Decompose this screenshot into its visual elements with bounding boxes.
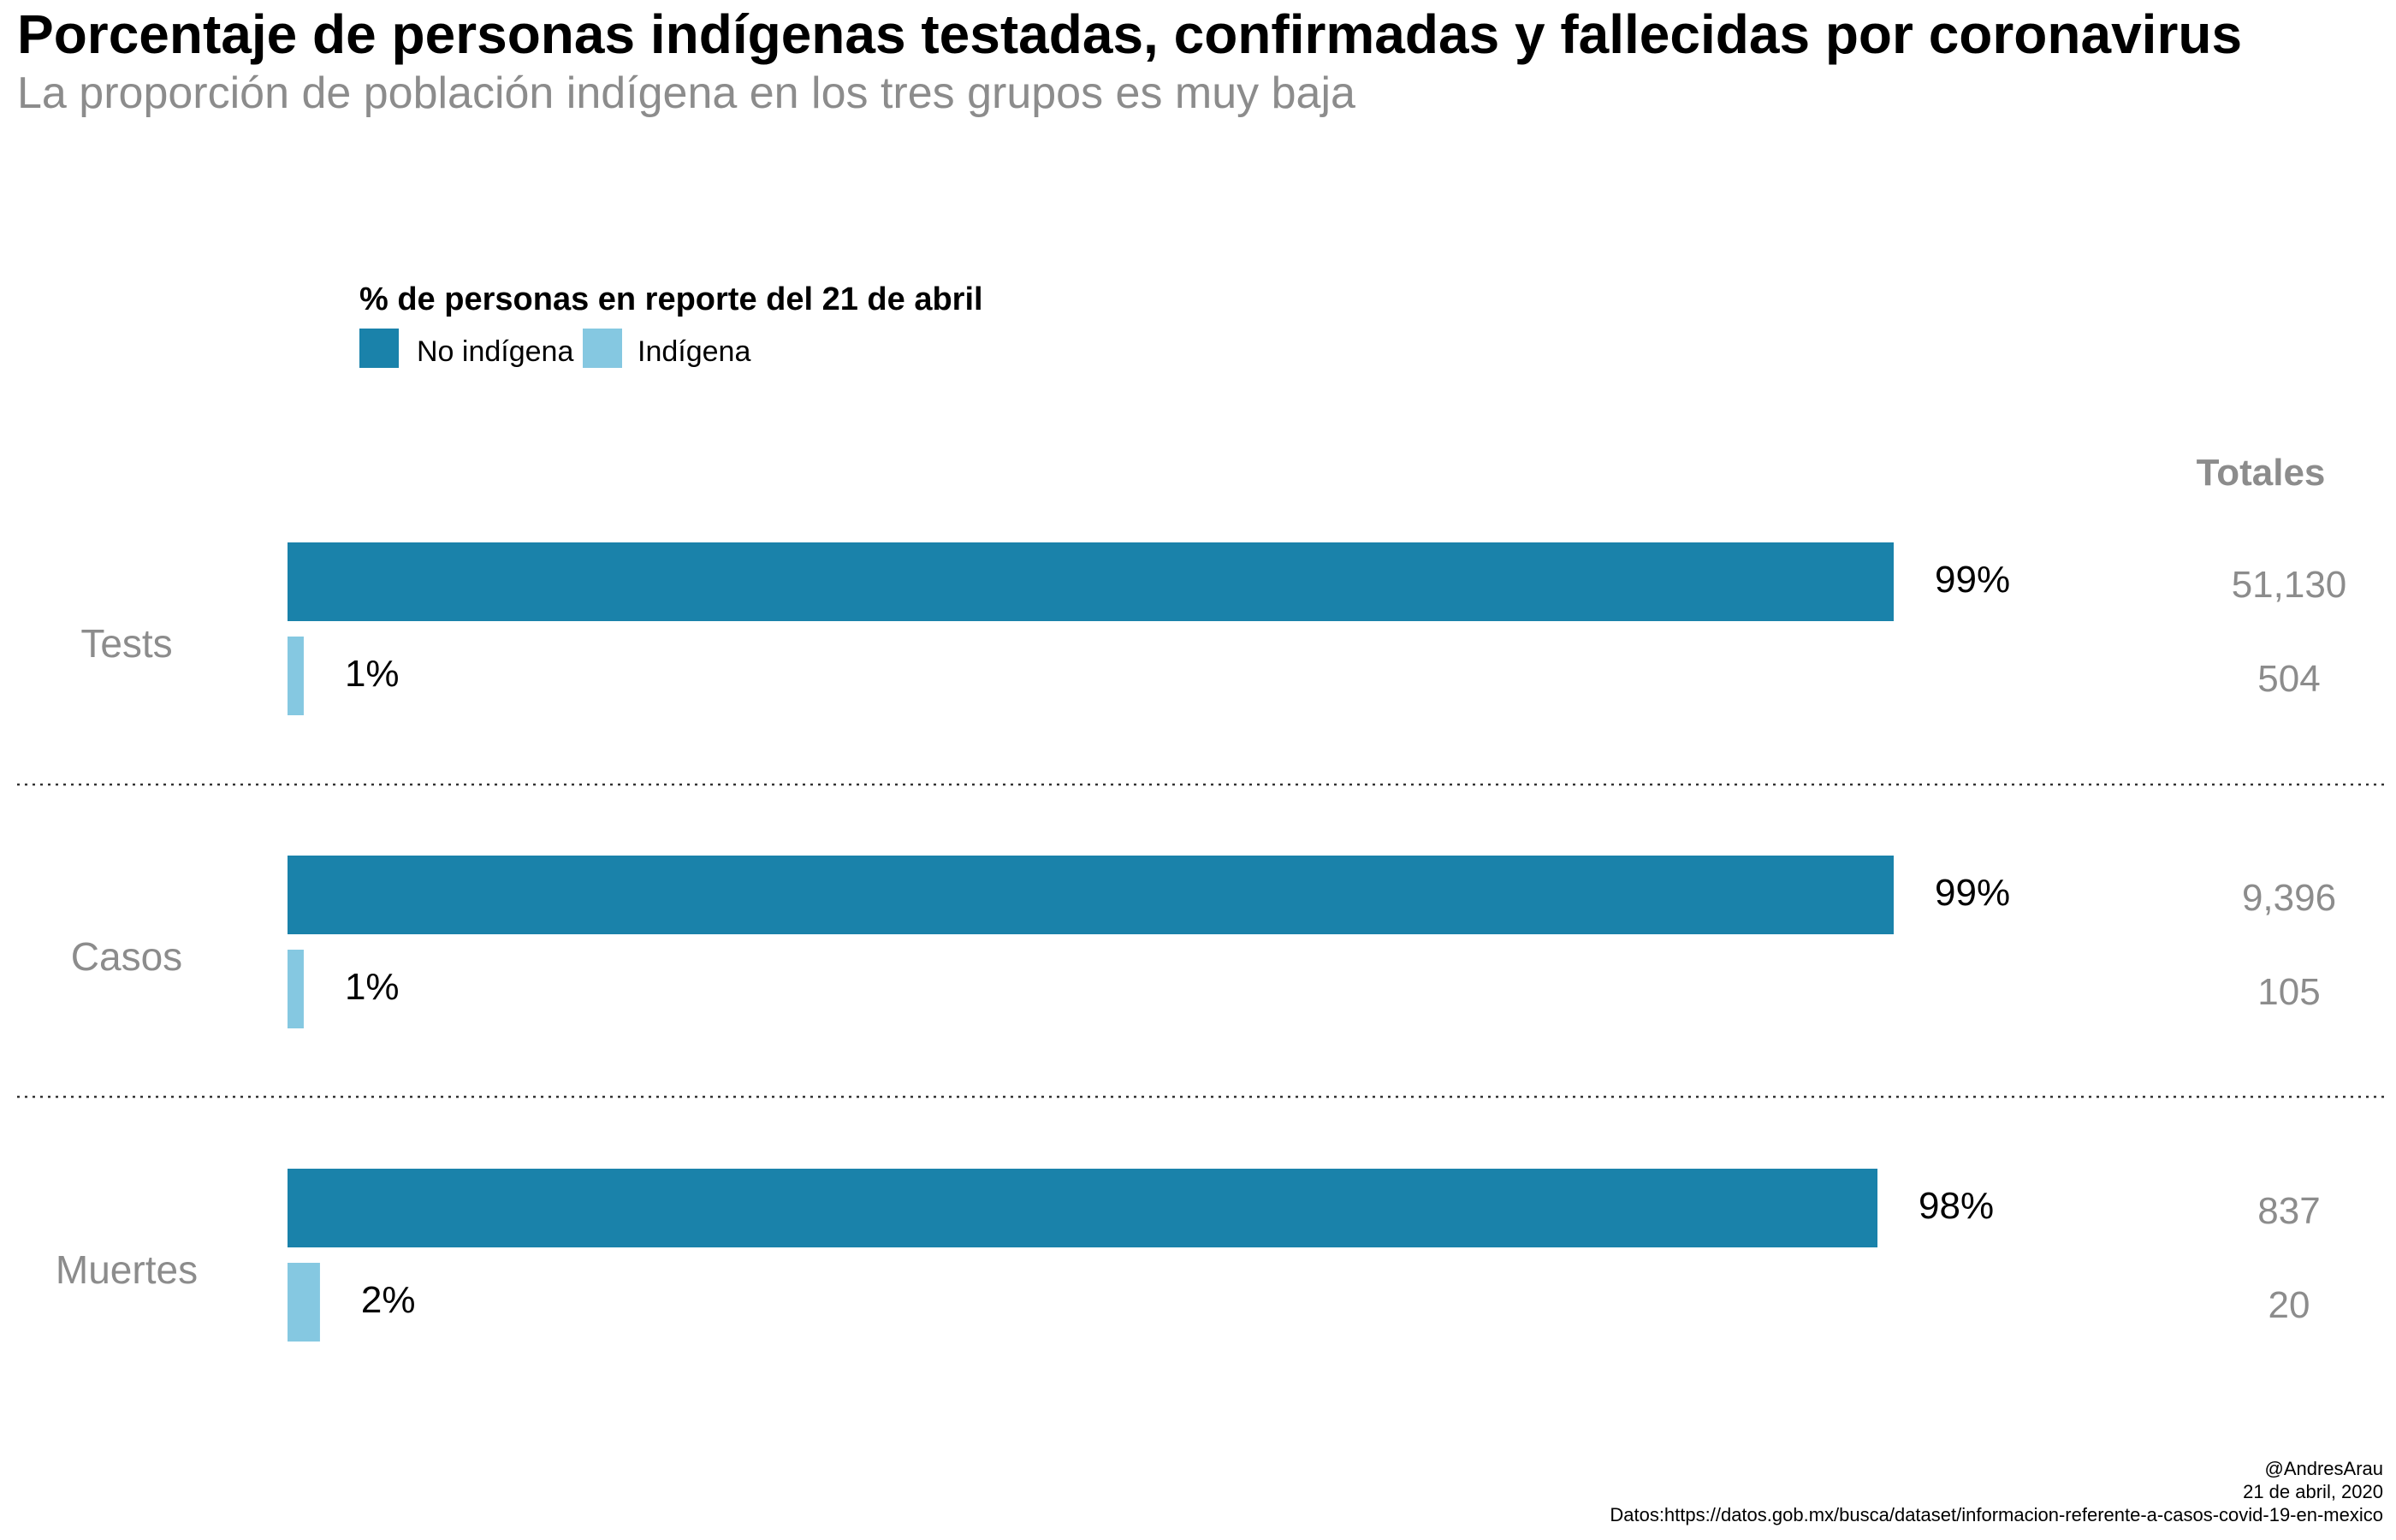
total-casos-no-indigena: 9,396: [2242, 877, 2336, 919]
bar-label-casos-indigena: 1%: [345, 966, 400, 1008]
bar-label-casos-no-indigena: 99%: [1935, 872, 2010, 914]
chart-subtitle: La proporción de población indígena en l…: [17, 68, 1355, 118]
legend-swatch-no-indigena: [359, 329, 399, 368]
bar-muertes-indigena: [288, 1263, 320, 1342]
bar-casos-indigena: [288, 950, 304, 1028]
total-casos-indigena: 105: [2257, 971, 2320, 1013]
bar-tests-no-indigena: [288, 542, 1894, 621]
totals-header: Totales: [2197, 452, 2326, 494]
legend-label-no-indigena: No indígena: [417, 335, 573, 368]
caption-author: @AndresArau: [2264, 1458, 2383, 1479]
total-muertes-indigena: 20: [2268, 1284, 2310, 1326]
category-label-tests: Tests: [80, 621, 172, 666]
total-muertes-no-indigena: 837: [2257, 1190, 2320, 1232]
caption: @AndresArau 21 de abril, 2020 Datos:http…: [1610, 1458, 2383, 1525]
legend-title: % de personas en reporte del 21 de abril: [359, 281, 983, 317]
legend-swatch-indigena: [583, 329, 622, 368]
bar-casos-no-indigena: [288, 856, 1894, 934]
total-tests-no-indigena: 51,130: [2232, 564, 2347, 606]
bar-muertes-no-indigena: [288, 1169, 1878, 1247]
total-tests-indigena: 504: [2257, 658, 2320, 700]
category-label-muertes: Muertes: [56, 1247, 198, 1292]
bar-label-muertes-no-indigena: 98%: [1919, 1185, 1994, 1227]
category-label-casos: Casos: [71, 934, 182, 979]
bar-label-tests-indigena: 1%: [345, 653, 400, 695]
caption-source: Datos:https://datos.gob.mx/busca/dataset…: [1610, 1504, 2383, 1525]
bars-layer: Tests 99% 51,130 1% 504 Casos 99% 9,396 1% 105 Mue…: [56, 542, 2346, 1342]
legend: % de personas en reporte del 21 de abril…: [359, 281, 983, 368]
chart-title: Porcentaje de personas indígenas testada…: [17, 3, 2242, 65]
legend-label-indigena: Indígena: [638, 335, 750, 368]
caption-date: 21 de abril, 2020: [2243, 1481, 2383, 1502]
bar-label-muertes-indigena: 2%: [361, 1279, 416, 1321]
bar-tests-indigena: [288, 637, 304, 715]
bar-label-tests-no-indigena: 99%: [1935, 559, 2010, 601]
